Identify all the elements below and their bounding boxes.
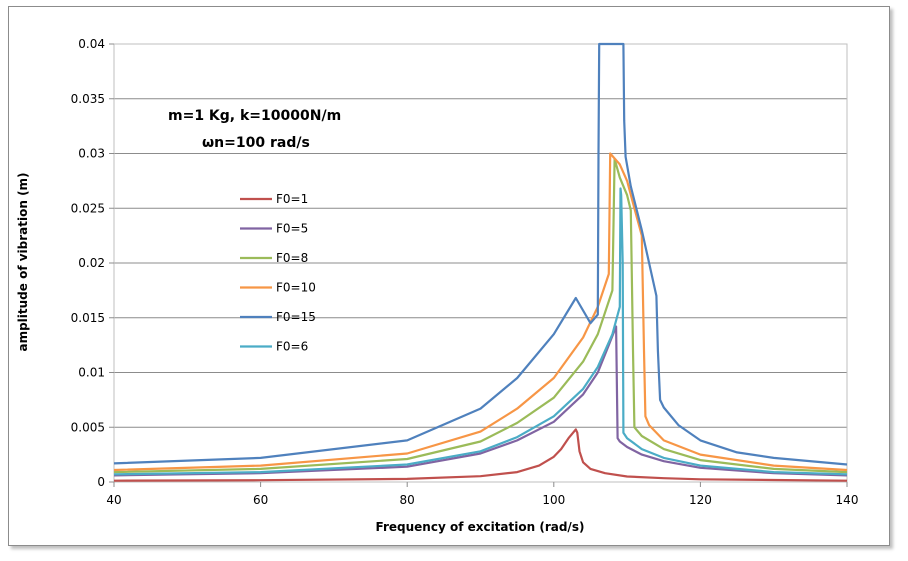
x-tick-label: 80 <box>400 493 415 507</box>
series-line-f0-15 <box>113 42 848 466</box>
natural-frequency-annotation: ωn=100 rad/s <box>202 135 310 151</box>
x-tick-label: 60 <box>253 493 268 507</box>
y-tick-label: 0.03 <box>78 147 105 161</box>
legend-label: F0=1 <box>276 192 308 206</box>
y-axis-title: amplitude of vibration (m) <box>16 172 30 351</box>
x-tick-label: 40 <box>106 493 121 507</box>
y-tick-label: 0.035 <box>71 92 105 106</box>
tick-labels: 0 0.005 0.01 0.015 0.02 0.025 0.03 0.035 0.04 40 6… <box>71 37 859 507</box>
legend-label: F0=8 <box>276 251 308 265</box>
series-line-f0-10 <box>113 152 848 472</box>
legend-label: F0=6 <box>276 340 308 354</box>
y-tick-label: 0.005 <box>71 420 105 434</box>
series-line-f0-8 <box>113 157 848 474</box>
y-tick-label: 0 <box>97 475 105 489</box>
x-axis-title: Frequency of excitation (rad/s) <box>376 520 585 534</box>
x-tick-label: 140 <box>836 493 859 507</box>
parameters-annotation: m=1 Kg, k=10000N/m <box>168 108 341 124</box>
y-tick-label: 0.01 <box>78 366 105 380</box>
series-lines <box>113 42 848 482</box>
series-line-f0-6 <box>113 187 848 476</box>
legend: F0=1 F0=5 F0=8 F0=10 F0=15 F0=6 <box>240 192 316 354</box>
legend-label: F0=5 <box>276 222 308 236</box>
y-tick-label: 0.025 <box>71 201 105 215</box>
legend-label: F0=10 <box>276 281 316 295</box>
series-line-f0-1 <box>113 428 848 482</box>
legend-label: F0=15 <box>276 310 316 324</box>
y-tick-label: 0.04 <box>78 37 105 51</box>
x-tick-label: 120 <box>689 493 712 507</box>
x-tick-label: 100 <box>542 493 565 507</box>
y-tick-label: 0.02 <box>78 256 105 270</box>
y-tick-label: 0.015 <box>71 311 105 325</box>
